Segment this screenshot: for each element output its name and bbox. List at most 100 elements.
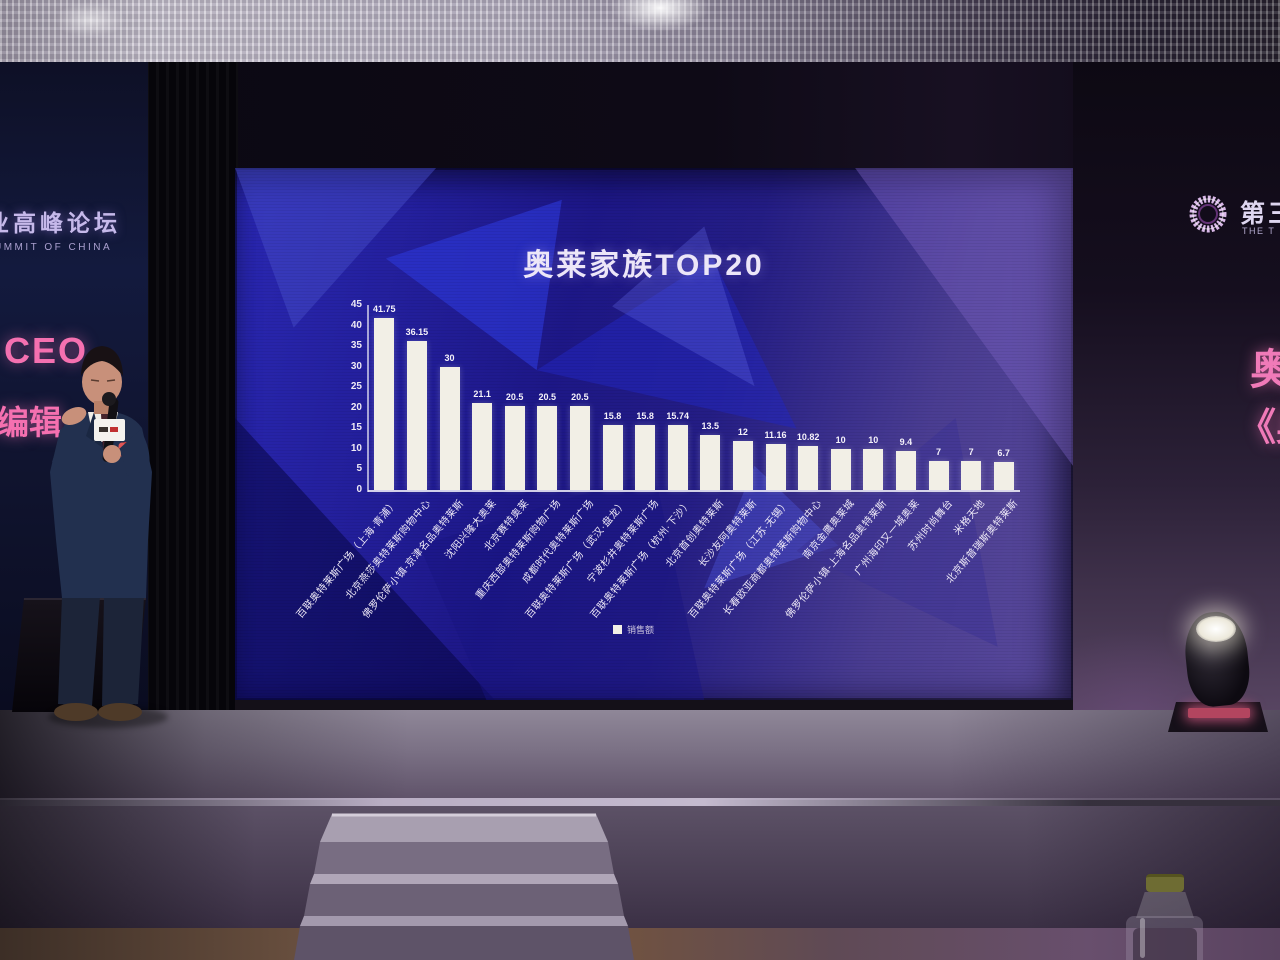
bar-value-label: 20.5 [538,391,557,402]
bar-7 [569,405,590,490]
right-banner-text-1: 奥 [1250,346,1280,393]
y-axis-tick: 0 [356,484,362,495]
left-banner-title-cn: 业高峰论坛 [0,210,121,236]
presenter-hair [81,346,123,376]
right-banner-text-2: 《奥 [1238,407,1280,449]
legend-label: 销售额 [627,625,655,635]
bar-value-label: 21.1 [473,389,491,400]
bar-value-label: 36.15 [405,327,429,338]
bar-chart-plot: 0 5 10 15 20 25 30 35 40 45 41.75 百联奥特莱斯广场（上海·青浦） 36… [235,168,1073,700]
bar-1 [374,318,395,490]
mic-flag-mark [99,427,108,432]
bar-20 [993,462,1014,490]
bar-17 [895,451,916,490]
presenter-shoe [54,703,98,721]
black-curtain [146,62,238,712]
presenter-hand-mic [103,445,121,463]
presenter-hand-gesture [61,406,87,426]
y-axis-tick: 35 [350,340,362,352]
x-axis-label: 北京首创奥特莱斯 [664,498,727,570]
crystal-ceiling [0,0,1280,62]
stage-light-display-glow [1188,708,1250,718]
bar-13 [765,444,786,490]
presenter [50,346,152,721]
event-logo-icon [1186,192,1230,236]
bar-value-label: 15.8 [603,411,622,422]
bar-5 [504,405,525,490]
bar-10 [667,425,688,490]
left-banner-title-en: UMMIT OF CHINA [0,242,113,253]
left-banner-ceo-text: CEO [4,330,89,371]
stage-floor [0,710,1280,800]
chart-legend: 销售额 [613,623,654,636]
y-axis-tick: 10 [350,442,362,454]
y-axis-tick: 30 [350,360,362,372]
presenter-shoe [98,703,142,721]
stage-steps [294,813,634,960]
audience-floor [0,928,1280,960]
y-axis-tick: 25 [350,381,362,393]
bar-16 [863,448,884,490]
stage-light-lens [1196,616,1236,642]
bar-value-label: 15.74 [666,411,689,422]
bar-14 [798,445,819,490]
presenter-leg [102,596,144,706]
bar-6 [537,405,558,490]
bar-value-label: 13.5 [701,420,720,431]
bar-18 [928,461,949,490]
stage-light [1162,609,1274,736]
bar-value-label: 20.5 [505,391,524,402]
bar-12 [732,440,753,490]
bar-value-label: 30 [444,352,455,363]
bottle-contents [1133,928,1197,960]
y-axis-tick: 45 [350,299,362,310]
y-axis-line [367,305,369,492]
bar-value-label: 10.82 [796,431,820,442]
bar-value-label: 10 [868,434,879,445]
bar-value-label: 20.5 [571,391,589,402]
bar-9 [635,425,656,490]
bar-value-label: 12 [737,426,748,437]
mic-flag-mark [110,427,118,432]
legend-swatch [613,625,622,634]
microphone-flag [94,419,125,441]
bar-15 [830,448,851,490]
presenter-arm [52,420,84,472]
bar-3 [439,366,460,490]
right-wall [1073,62,1280,712]
bar-value-label: 41.75 [373,304,396,315]
bottle-highlight [1140,918,1145,958]
event-logo-text-cn: 第三 [1240,200,1280,228]
bar-2 [406,341,427,490]
bottle-neck [1136,892,1194,918]
water-bottle [1124,868,1206,960]
led-screen: 奥莱家族TOP20 0 5 10 15 20 25 30 35 40 45 41.75 百联奥特莱斯广… [235,168,1073,700]
bar-8 [602,425,623,490]
x-axis-label: 长沙友阿奥特莱斯 [696,498,760,570]
y-axis-tick: 15 [350,422,362,434]
bar-4 [472,403,493,490]
x-axis-line [368,490,1020,492]
bar-value-label: 11.16 [764,430,787,441]
event-logo-text-en: THE T [1242,226,1276,236]
screen-base-strip [235,700,1073,712]
stage-front-fascia [0,806,1280,932]
y-axis-tick: 5 [356,463,362,475]
bar-value-label: 10 [835,434,846,445]
bar-19 [961,461,982,490]
microphone-windscreen [102,392,116,406]
bar-11 [700,434,721,490]
presenter-arm [118,430,150,476]
y-axis-tick: 40 [350,319,362,331]
chart-title: 奥莱家族TOP20 [523,249,765,282]
bar-value-label: 7 [935,447,941,458]
presenter-eye [90,379,100,382]
y-axis-tick: 20 [350,401,362,413]
bar-value-label: 6.7 [997,448,1010,459]
stage-front-edge [0,798,1280,806]
presenter-leg [58,596,100,706]
left-banner-editor-text: 编辑 [0,404,62,441]
bar-value-label: 7 [968,447,974,458]
bottle-cap [1146,874,1184,892]
